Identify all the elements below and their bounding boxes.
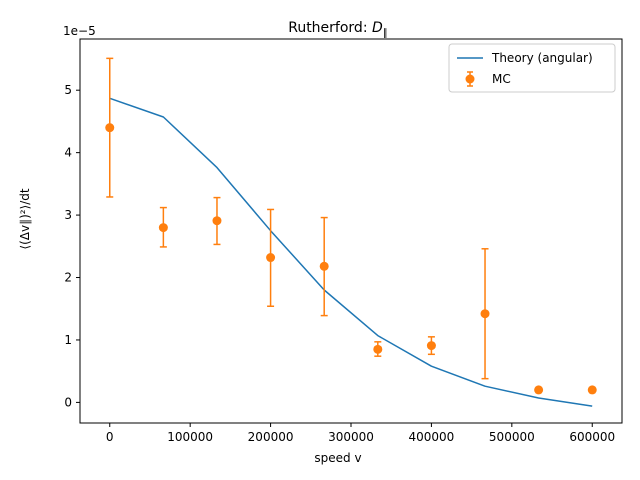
y-tick-label: 2	[64, 271, 72, 285]
y-axis-multiplier: 1e−5	[63, 24, 96, 38]
x-tick-label: 600000	[569, 430, 615, 444]
mc-point	[212, 216, 222, 226]
mc-point	[158, 223, 168, 233]
y-axis-ticks: 0 1 2 3 4 5	[64, 83, 80, 409]
y-tick-label: 3	[64, 208, 72, 222]
mc-point	[373, 344, 383, 354]
x-tick-label: 200000	[248, 430, 294, 444]
mc-point	[426, 341, 436, 351]
y-tick-label: 0	[64, 395, 72, 409]
y-tick-label: 1	[64, 333, 72, 347]
y-tick-label: 5	[64, 83, 72, 97]
mc-point	[534, 385, 544, 395]
y-axis-label: ⟨(Δv∥)²⟩/dt	[18, 188, 32, 250]
series-layer	[105, 57, 597, 407]
chart-title: Rutherford: D∥	[288, 20, 388, 39]
legend-errorbar-marker	[465, 71, 475, 87]
x-tick-label: 0	[106, 430, 114, 444]
mc-point	[266, 253, 276, 263]
theory-line	[109, 97, 593, 407]
mc-point	[587, 385, 597, 395]
x-tick-label: 400000	[409, 430, 455, 444]
x-tick-label: 500000	[489, 430, 535, 444]
y-tick-label: 4	[64, 146, 72, 160]
legend-label-theory: Theory (angular)	[491, 51, 593, 65]
mc-point	[480, 309, 490, 319]
x-axis-label: speed v	[314, 451, 361, 465]
x-tick-label: 100000	[167, 430, 213, 444]
legend-frame	[448, 43, 616, 93]
x-axis-ticks: 0 100000 200000 300000 400000 500000 600000	[106, 423, 615, 444]
legend-label-mc: MC	[492, 72, 511, 86]
mc-point	[105, 123, 115, 133]
legend: Theory (angular) MC	[448, 43, 616, 93]
x-tick-label: 300000	[328, 430, 374, 444]
mc-point	[319, 261, 329, 271]
